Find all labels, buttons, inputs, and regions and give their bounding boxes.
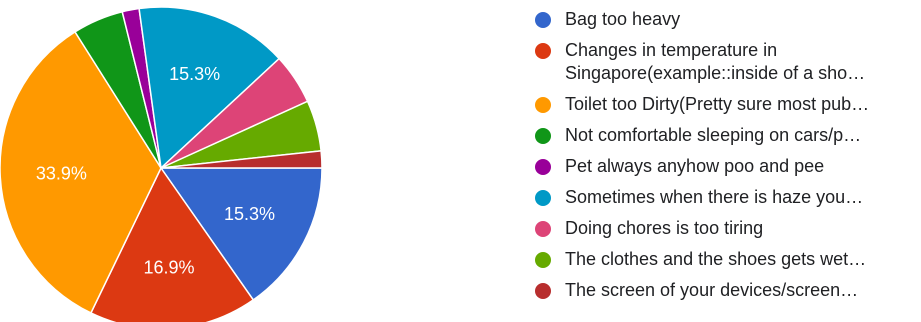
chart-legend: Bag too heavy Changes in temperature in S…	[535, 8, 915, 310]
slice-data-label: 15.3%	[169, 64, 220, 84]
legend-item: Doing chores is too tiring	[535, 217, 915, 240]
pie-slice	[138, 6, 281, 170]
legend-item: Changes in temperature in Singapore(exam…	[535, 39, 915, 85]
legend-item: The clothes and the shoes gets wet…	[535, 248, 915, 271]
pie-slices	[0, 6, 323, 322]
legend-label: Sometimes when there is haze you…	[565, 187, 864, 207]
legend-item: Sometimes when there is haze you…	[535, 186, 915, 209]
pie-chart: 15.3% 16.9% 33.9% 15.3%	[0, 6, 323, 322]
legend-label: Not comfortable sleeping on cars/p…	[565, 125, 862, 145]
legend-label: Bag too heavy	[565, 9, 681, 29]
legend-item: Bag too heavy	[535, 8, 915, 31]
legend-label: Doing chores is too tiring	[565, 218, 764, 238]
legend-swatch	[535, 190, 551, 206]
legend-swatch	[535, 221, 551, 237]
legend-swatch	[535, 43, 551, 59]
legend-swatch	[535, 12, 551, 28]
pie-slice	[160, 150, 323, 169]
legend-swatch	[535, 128, 551, 144]
legend-item: Pet always anyhow poo and pee	[535, 155, 915, 178]
pie-slice	[0, 30, 162, 314]
legend-item: Toilet too Dirty(Pretty sure most pub…	[535, 93, 915, 116]
legend-swatch	[535, 159, 551, 175]
pie-slice	[89, 166, 255, 322]
slice-data-label: 15.3%	[224, 204, 275, 224]
legend-swatch	[535, 97, 551, 113]
legend-label: Pet always anyhow poo and pee	[565, 156, 825, 176]
pie-slice-labels: 15.3% 16.9% 33.9% 15.3%	[36, 64, 275, 277]
slice-data-label: 33.9%	[36, 164, 87, 184]
legend-swatch	[535, 283, 551, 299]
legend-label: Changes in temperature in Singapore(exam…	[565, 40, 866, 83]
slice-data-label: 16.9%	[143, 258, 194, 278]
legend-item: Not comfortable sleeping on cars/p…	[535, 124, 915, 147]
legend-label: Toilet too Dirty(Pretty sure most pub…	[565, 94, 870, 114]
legend-swatch	[535, 252, 551, 268]
legend-label: The clothes and the shoes gets wet…	[565, 249, 867, 269]
legend-item: The screen of your devices/screen…	[535, 279, 915, 302]
legend-label: The screen of your devices/screen…	[565, 280, 859, 300]
pie-slice	[159, 167, 323, 301]
